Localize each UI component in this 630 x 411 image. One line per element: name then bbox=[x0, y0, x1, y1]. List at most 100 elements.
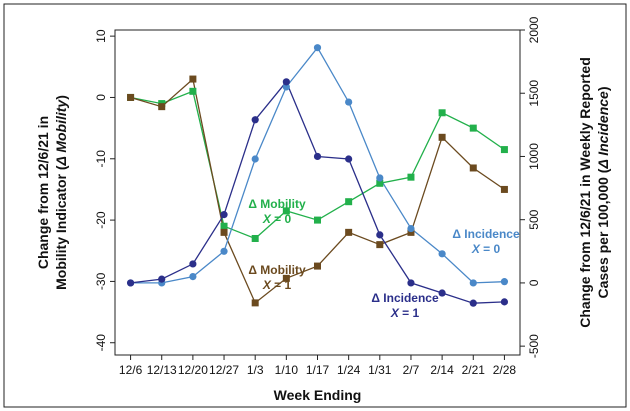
x-tick-label: 1/17 bbox=[306, 363, 330, 377]
series-4-point bbox=[158, 275, 166, 283]
right-y-axis-title-line1: Change from 12/6/21 in Weekly Reported bbox=[577, 57, 593, 328]
x-tick-label: 1/10 bbox=[275, 363, 299, 377]
series-label-1-line2: X = 0 bbox=[262, 212, 292, 226]
series-1-point bbox=[189, 87, 197, 95]
marks-layer bbox=[126, 44, 509, 307]
x-tick-label: 1/3 bbox=[247, 363, 264, 377]
series-label-4-line2: X = 1 bbox=[390, 306, 420, 320]
series-2-point bbox=[438, 133, 446, 141]
series-2-point bbox=[500, 185, 508, 193]
right-y-tick-label: 1500 bbox=[527, 80, 541, 107]
left-y-axis-title-suffix: ) bbox=[53, 95, 69, 100]
series-4-point bbox=[407, 279, 415, 287]
x-tick-label: 2/7 bbox=[403, 363, 420, 377]
series-2-point bbox=[345, 228, 353, 236]
x-tick-label: 12/20 bbox=[178, 363, 208, 377]
right-y-axis-title-suffix: ) bbox=[595, 86, 611, 91]
series-3-point bbox=[282, 83, 290, 91]
x-tick-label: 12/27 bbox=[209, 363, 239, 377]
series-2-point bbox=[407, 228, 415, 236]
series-1-point bbox=[469, 124, 477, 132]
series-3-point bbox=[500, 278, 509, 286]
series-3-point bbox=[189, 272, 197, 281]
right-y-axis-title-line2: Cases per 100,000 (Δ Incidence) bbox=[595, 86, 611, 298]
series-3-point bbox=[407, 224, 415, 233]
series-line-3 bbox=[130, 46, 505, 284]
left-y-tick-label: 10 bbox=[94, 29, 108, 43]
right-y-axis-title-italic: Δ Incidence bbox=[595, 91, 611, 170]
x-tick-label: 12/6 bbox=[119, 363, 143, 377]
left-y-axis-title-prefix: Mobility Indicator ( bbox=[53, 165, 69, 290]
series-label-3-line1: Δ Incidence bbox=[452, 227, 520, 241]
series-3-point bbox=[438, 250, 446, 258]
series-label-value: = 0 bbox=[480, 242, 501, 256]
series-3-point bbox=[251, 155, 259, 163]
x-axis-title: Week Ending bbox=[274, 387, 362, 403]
outer-frame bbox=[3, 3, 627, 408]
series-line-1 bbox=[130, 90, 505, 240]
series-1-point bbox=[220, 222, 228, 230]
axes-layer: 10 0 -10 -20 -30 -40 2000 1500 1000 500 0 -500 12/6 1… bbox=[94, 16, 541, 377]
right-y-tick-label: 500 bbox=[527, 209, 541, 229]
series-2-point bbox=[376, 241, 384, 249]
left-y-axis-title-line1: Change from 12/6/21 in bbox=[35, 116, 51, 269]
left-y-tick-label: 0 bbox=[94, 94, 108, 101]
x-tick-label: 2/14 bbox=[430, 363, 454, 377]
series-1-point bbox=[376, 179, 384, 187]
x-tick-label: 2/21 bbox=[462, 363, 486, 377]
series-2-point bbox=[314, 262, 321, 270]
right-y-tick-label: 0 bbox=[527, 279, 541, 286]
series-3-point bbox=[220, 247, 228, 255]
series-label-variable: X bbox=[471, 242, 481, 256]
series-4-point bbox=[282, 78, 290, 86]
right-y-tick-label: 1000 bbox=[527, 143, 541, 170]
series-1-point bbox=[500, 146, 508, 154]
series-label-3-line2: X = 0 bbox=[471, 242, 501, 256]
series-1-point bbox=[345, 198, 353, 206]
series-2-point bbox=[189, 75, 197, 83]
left-y-axis-title-line2: Mobility Indicator (Δ Mobility) bbox=[53, 95, 69, 290]
series-3-point bbox=[313, 44, 322, 52]
left-y-tick-label: -10 bbox=[94, 150, 108, 168]
series-4-point bbox=[189, 260, 197, 268]
series-4-point bbox=[438, 289, 446, 297]
series-1-point bbox=[407, 173, 415, 181]
left-y-axis-title-italic: Δ Mobility bbox=[53, 99, 69, 167]
series-4-point bbox=[220, 211, 228, 219]
right-y-tick-label: 2000 bbox=[527, 16, 541, 43]
series-2-point bbox=[282, 274, 290, 282]
series-3-point bbox=[345, 98, 353, 106]
x-tick-label: 1/24 bbox=[337, 363, 361, 377]
right-y-tick-label: -500 bbox=[527, 334, 541, 358]
series-2-point bbox=[469, 164, 477, 172]
series-1-point bbox=[438, 109, 446, 117]
series-label-variable: X bbox=[390, 306, 400, 320]
series-4-point bbox=[469, 299, 477, 307]
right-y-axis-title-prefix: Cases per 100,000 ( bbox=[595, 168, 611, 298]
series-1-point bbox=[314, 216, 321, 224]
series-2-point bbox=[251, 299, 259, 307]
series-1-point bbox=[282, 207, 290, 215]
plot-area-frame bbox=[114, 29, 521, 356]
series-2-point bbox=[127, 93, 135, 101]
series-4-point bbox=[376, 231, 384, 239]
series-4-point bbox=[500, 298, 509, 306]
x-tick-label: 2/28 bbox=[493, 363, 517, 377]
series-label-2-line2: X = 1 bbox=[262, 278, 292, 292]
series-line-4 bbox=[130, 80, 505, 304]
series-4-point bbox=[345, 155, 353, 163]
series-label-1-line1: Δ Mobility bbox=[248, 197, 306, 211]
series-label-value: = 0 bbox=[271, 212, 292, 226]
x-tick-label: 12/13 bbox=[147, 363, 177, 377]
series-label-value: = 1 bbox=[271, 278, 292, 292]
series-label-4-line1: Δ Incidence bbox=[371, 291, 439, 305]
series-4-point bbox=[126, 279, 135, 287]
series-label-2-line1: Δ Mobility bbox=[248, 263, 306, 277]
series-3-point bbox=[376, 174, 384, 182]
series-label-value: = 1 bbox=[399, 306, 420, 320]
x-tick-label: 1/31 bbox=[368, 363, 392, 377]
left-y-tick-label: -30 bbox=[94, 272, 108, 290]
series-4-point bbox=[313, 152, 322, 161]
